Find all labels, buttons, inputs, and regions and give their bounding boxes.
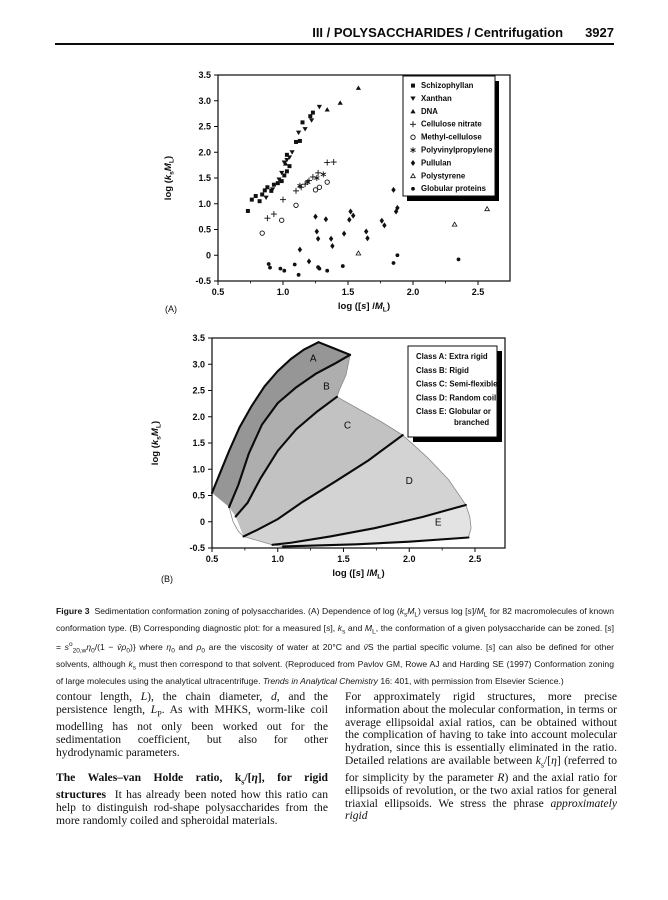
svg-text:2.5: 2.5 bbox=[472, 287, 485, 297]
svg-text:-0.5: -0.5 bbox=[195, 276, 211, 286]
svg-text:Pullulan: Pullulan bbox=[421, 158, 452, 167]
svg-text:3.5: 3.5 bbox=[192, 333, 205, 343]
zoning-diagram-panel-b: A B C D E 0.5 1.0 1.5 2.0 2.5 3.5 3.0 2.5 2.0 1.5 1.0 0.… bbox=[150, 333, 506, 584]
body-column-right: For approximately rigid structures, more… bbox=[345, 690, 617, 823]
svg-text:0.5: 0.5 bbox=[192, 491, 205, 501]
svg-text:log (ksML): log (ksML) bbox=[163, 156, 175, 200]
figure-caption: Figure 3 Sedimentation conformation zoni… bbox=[56, 605, 614, 687]
svg-text:log ([s] /ML): log ([s] /ML) bbox=[338, 301, 390, 313]
svg-text:log (ksML): log (ksML) bbox=[150, 421, 162, 465]
series-polyvinylpropylene bbox=[297, 171, 327, 189]
running-head: III / POLYSACCHARIDES / Centrifugation 39… bbox=[55, 25, 614, 40]
series-xanthan bbox=[263, 104, 322, 200]
zone-boundary bbox=[234, 395, 338, 518]
svg-text:0.5: 0.5 bbox=[212, 287, 225, 297]
svg-text:3.0: 3.0 bbox=[192, 359, 205, 369]
svg-text:Polystyrene: Polystyrene bbox=[421, 171, 466, 180]
svg-text:1.5: 1.5 bbox=[342, 287, 355, 297]
zone-boundary bbox=[317, 341, 352, 356]
svg-text:0.5: 0.5 bbox=[206, 554, 219, 564]
scatter-points bbox=[245, 85, 491, 277]
zone-boundary bbox=[271, 503, 467, 546]
series-pullulan bbox=[297, 186, 400, 265]
series-dna bbox=[283, 85, 361, 166]
svg-text:Polyvinylpropylene: Polyvinylpropylene bbox=[421, 146, 493, 155]
series-polystyrene bbox=[355, 205, 491, 256]
svg-text:3.0: 3.0 bbox=[198, 96, 211, 106]
zone-letter-e: E bbox=[435, 517, 442, 528]
zone-boundary bbox=[210, 341, 320, 494]
svg-text:2.0: 2.0 bbox=[198, 147, 211, 157]
svg-text:2.5: 2.5 bbox=[198, 122, 211, 132]
svg-text:-0.5: -0.5 bbox=[189, 543, 205, 553]
svg-text:Methyl-cellulose: Methyl-cellulose bbox=[421, 133, 482, 142]
page-number: 3927 bbox=[585, 25, 614, 40]
svg-text:2.0: 2.0 bbox=[192, 412, 205, 422]
series-methyl-cellulose bbox=[259, 179, 330, 236]
svg-text:Globular proteins: Globular proteins bbox=[421, 184, 487, 193]
svg-text:2.0: 2.0 bbox=[407, 287, 420, 297]
zone-letter-b: B bbox=[323, 381, 330, 392]
svg-text:Class B: Rigid: Class B: Rigid bbox=[416, 366, 469, 375]
svg-text:1.5: 1.5 bbox=[198, 173, 211, 183]
svg-text:1.5: 1.5 bbox=[337, 554, 350, 564]
svg-text:0: 0 bbox=[206, 250, 211, 260]
svg-text:branched: branched bbox=[454, 418, 489, 427]
svg-text:3.5: 3.5 bbox=[198, 70, 211, 80]
zone-boundary bbox=[242, 434, 404, 538]
svg-text:Class C: Semi-flexible: Class C: Semi-flexible bbox=[416, 380, 498, 389]
svg-text:0: 0 bbox=[200, 517, 205, 527]
svg-text:2.0: 2.0 bbox=[403, 554, 416, 564]
series-cellulose-nitrate bbox=[264, 159, 337, 222]
paragraph-wales-van-holde: The Wales–van Holde ratio, ks/[η], for r… bbox=[56, 771, 329, 827]
paragraph: For approximately rigid structures, more… bbox=[345, 690, 617, 823]
svg-text:0.5: 0.5 bbox=[198, 225, 211, 235]
legend-box bbox=[402, 75, 496, 197]
zone-letter-d: D bbox=[406, 476, 413, 487]
svg-text:Class A: Extra rigid: Class A: Extra rigid bbox=[416, 352, 488, 361]
series-schizophyllan bbox=[245, 110, 315, 213]
svg-text:Schizophyllan: Schizophyllan bbox=[421, 81, 474, 90]
svg-text:2.5: 2.5 bbox=[192, 386, 205, 396]
svg-text:DNA: DNA bbox=[421, 107, 438, 116]
svg-text:Class E: Globular or: Class E: Globular or bbox=[416, 407, 491, 416]
svg-text:Cellulose nitrate: Cellulose nitrate bbox=[421, 120, 482, 129]
zone-boundary bbox=[281, 536, 470, 548]
scatter-plot-panel-a: 0.5 1.0 1.5 2.0 2.5 3.5 3.0 2.5 2.0 1.5 1.0 0.5 0 -0.… bbox=[163, 70, 511, 314]
zone-c bbox=[235, 396, 403, 537]
svg-text:1.0: 1.0 bbox=[198, 199, 211, 209]
panel-b-label: (B) bbox=[161, 574, 173, 584]
svg-text:1.0: 1.0 bbox=[271, 554, 284, 564]
zone-boundary bbox=[228, 353, 352, 509]
header-rule bbox=[55, 43, 614, 45]
svg-text:Xanthan: Xanthan bbox=[421, 94, 452, 103]
zone-letter-a: A bbox=[310, 354, 317, 365]
svg-text:log ([s] /ML): log ([s] /ML) bbox=[332, 568, 384, 580]
zone-a bbox=[212, 342, 351, 508]
legend-box bbox=[407, 345, 498, 438]
zone-e bbox=[272, 504, 472, 547]
svg-text:1.5: 1.5 bbox=[192, 438, 205, 448]
svg-text:2.5: 2.5 bbox=[469, 554, 482, 564]
body-column-left: contour length, L), the chain diameter, … bbox=[56, 690, 329, 828]
zone-d bbox=[243, 435, 466, 545]
svg-text:Class D: Random coil: Class D: Random coil bbox=[416, 393, 496, 402]
panel-a-label: (A) bbox=[165, 304, 177, 314]
svg-text:1.0: 1.0 bbox=[192, 464, 205, 474]
zone-letter-c: C bbox=[344, 420, 351, 431]
svg-text:1.0: 1.0 bbox=[277, 287, 290, 297]
running-head-title: III / POLYSACCHARIDES / Centrifugation bbox=[312, 25, 564, 40]
zones bbox=[210, 341, 472, 548]
series-globular-proteins bbox=[266, 253, 461, 277]
paragraph: contour length, L), the chain diameter, … bbox=[56, 690, 328, 759]
